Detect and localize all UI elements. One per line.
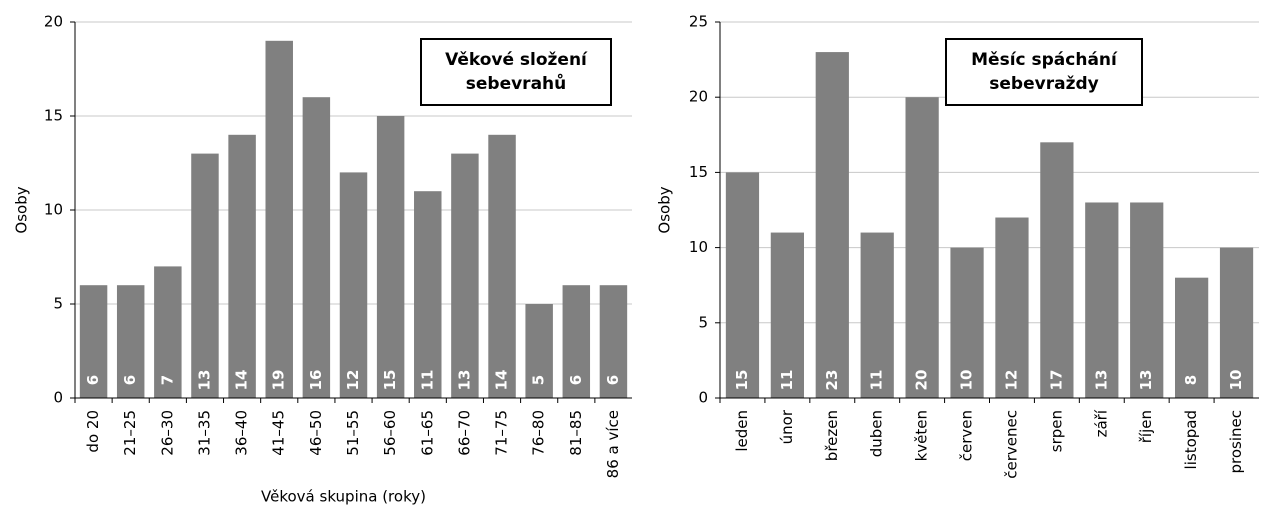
- x-tick-label: leden: [733, 410, 751, 452]
- value-label: 23: [823, 370, 841, 391]
- value-label: 16: [307, 370, 325, 391]
- x-tick-label: únor: [778, 409, 796, 444]
- bar: [116, 285, 145, 398]
- y-tick-label: 0: [53, 389, 63, 407]
- value-label: 11: [418, 370, 436, 391]
- x-tick-label: 86 a více: [604, 410, 622, 478]
- bar: [154, 266, 182, 398]
- x-tick-label: 36–40: [233, 410, 251, 456]
- value-label: 14: [233, 370, 251, 391]
- value-label: 20: [913, 370, 931, 391]
- bar: [525, 304, 553, 398]
- bar: [995, 217, 1029, 398]
- bar: [815, 52, 849, 399]
- y-tick-label: 15: [689, 163, 708, 181]
- bar: [339, 172, 368, 398]
- bar: [562, 285, 591, 398]
- x-tick-label: listopad: [1182, 410, 1200, 469]
- x-tick-label: prosinec: [1227, 410, 1245, 474]
- x-tick-label: září: [1092, 409, 1110, 437]
- value-label: 13: [195, 370, 213, 391]
- y-tick-label: 25: [689, 13, 708, 31]
- x-tick-label: 31–35: [195, 410, 213, 456]
- value-label: 15: [381, 370, 399, 391]
- y-tick-label: 10: [44, 201, 63, 219]
- bar: [1219, 247, 1254, 398]
- x-tick-label: 26–30: [158, 410, 176, 456]
- x-tick-label: 76–80: [530, 410, 548, 456]
- x-tick-label: 21–25: [121, 410, 139, 456]
- x-tick-label: říjen: [1137, 410, 1155, 443]
- value-label: 13: [455, 370, 473, 391]
- x-tick-label: 46–50: [307, 410, 325, 456]
- value-label: 5: [530, 375, 548, 385]
- bar: [488, 134, 516, 399]
- chart-title: Věkové složení sebevrahů: [420, 38, 612, 106]
- bar: [228, 134, 256, 399]
- value-label: 6: [567, 375, 585, 385]
- value-label: 19: [270, 370, 288, 391]
- x-tick-label: 61–65: [418, 410, 436, 456]
- x-tick-label: 41–45: [270, 410, 288, 456]
- bar: [1130, 202, 1164, 398]
- bar: [725, 172, 760, 398]
- bar: [1085, 202, 1119, 398]
- x-tick-label: 51–55: [344, 410, 362, 456]
- x-tick-label: srpen: [1047, 410, 1065, 452]
- bar: [191, 153, 219, 398]
- chart-title: Měsíc spáchání sebevraždy: [945, 38, 1143, 106]
- bar: [1175, 277, 1209, 398]
- bar: [79, 285, 108, 398]
- y-tick-label: 10: [689, 238, 708, 256]
- value-label: 14: [493, 370, 511, 391]
- x-tick-label: březen: [823, 410, 841, 461]
- x-tick-label: do 20: [84, 410, 102, 453]
- y-axis-title: Osoby: [13, 186, 31, 233]
- y-tick-label: 5: [53, 295, 63, 313]
- value-label: 8: [1182, 375, 1200, 385]
- x-tick-label: květen: [913, 410, 931, 461]
- value-label: 13: [1092, 370, 1110, 391]
- value-label: 10: [1227, 370, 1245, 391]
- x-tick-label: 81–85: [567, 410, 585, 456]
- x-tick-label: červen: [958, 410, 976, 461]
- y-tick-label: 20: [44, 13, 63, 31]
- value-label: 12: [344, 370, 362, 391]
- x-tick-label: červenec: [1002, 410, 1020, 479]
- y-tick-label: 5: [698, 313, 708, 331]
- bar: [302, 97, 331, 398]
- bar: [950, 247, 984, 398]
- x-tick-label: 71–75: [493, 410, 511, 456]
- x-tick-label: duben: [868, 410, 886, 457]
- value-label: 13: [1137, 370, 1155, 391]
- bar: [770, 232, 804, 398]
- bar: [265, 40, 293, 399]
- bar: [860, 232, 894, 398]
- value-label: 11: [868, 370, 886, 391]
- y-tick-label: 15: [44, 107, 63, 125]
- value-label: 6: [84, 375, 102, 385]
- value-label: 10: [958, 370, 976, 391]
- x-axis-title: Věková skupina (roky): [261, 488, 426, 506]
- y-tick-label: 20: [689, 88, 708, 106]
- value-label: 7: [158, 375, 176, 385]
- bar: [414, 191, 442, 398]
- value-label: 12: [1002, 370, 1020, 391]
- value-label: 17: [1047, 370, 1065, 391]
- bar: [451, 153, 479, 398]
- bar: [599, 285, 628, 398]
- y-tick-label: 0: [698, 389, 708, 407]
- value-label: 15: [733, 370, 751, 391]
- y-axis-title: Osoby: [656, 186, 674, 233]
- x-tick-label: 56–60: [381, 410, 399, 456]
- bar: [905, 97, 939, 398]
- bar: [1040, 142, 1074, 398]
- value-label: 6: [604, 375, 622, 385]
- x-tick-label: 66–70: [455, 410, 473, 456]
- bar: [376, 116, 405, 398]
- value-label: 6: [121, 375, 139, 385]
- value-label: 11: [778, 370, 796, 391]
